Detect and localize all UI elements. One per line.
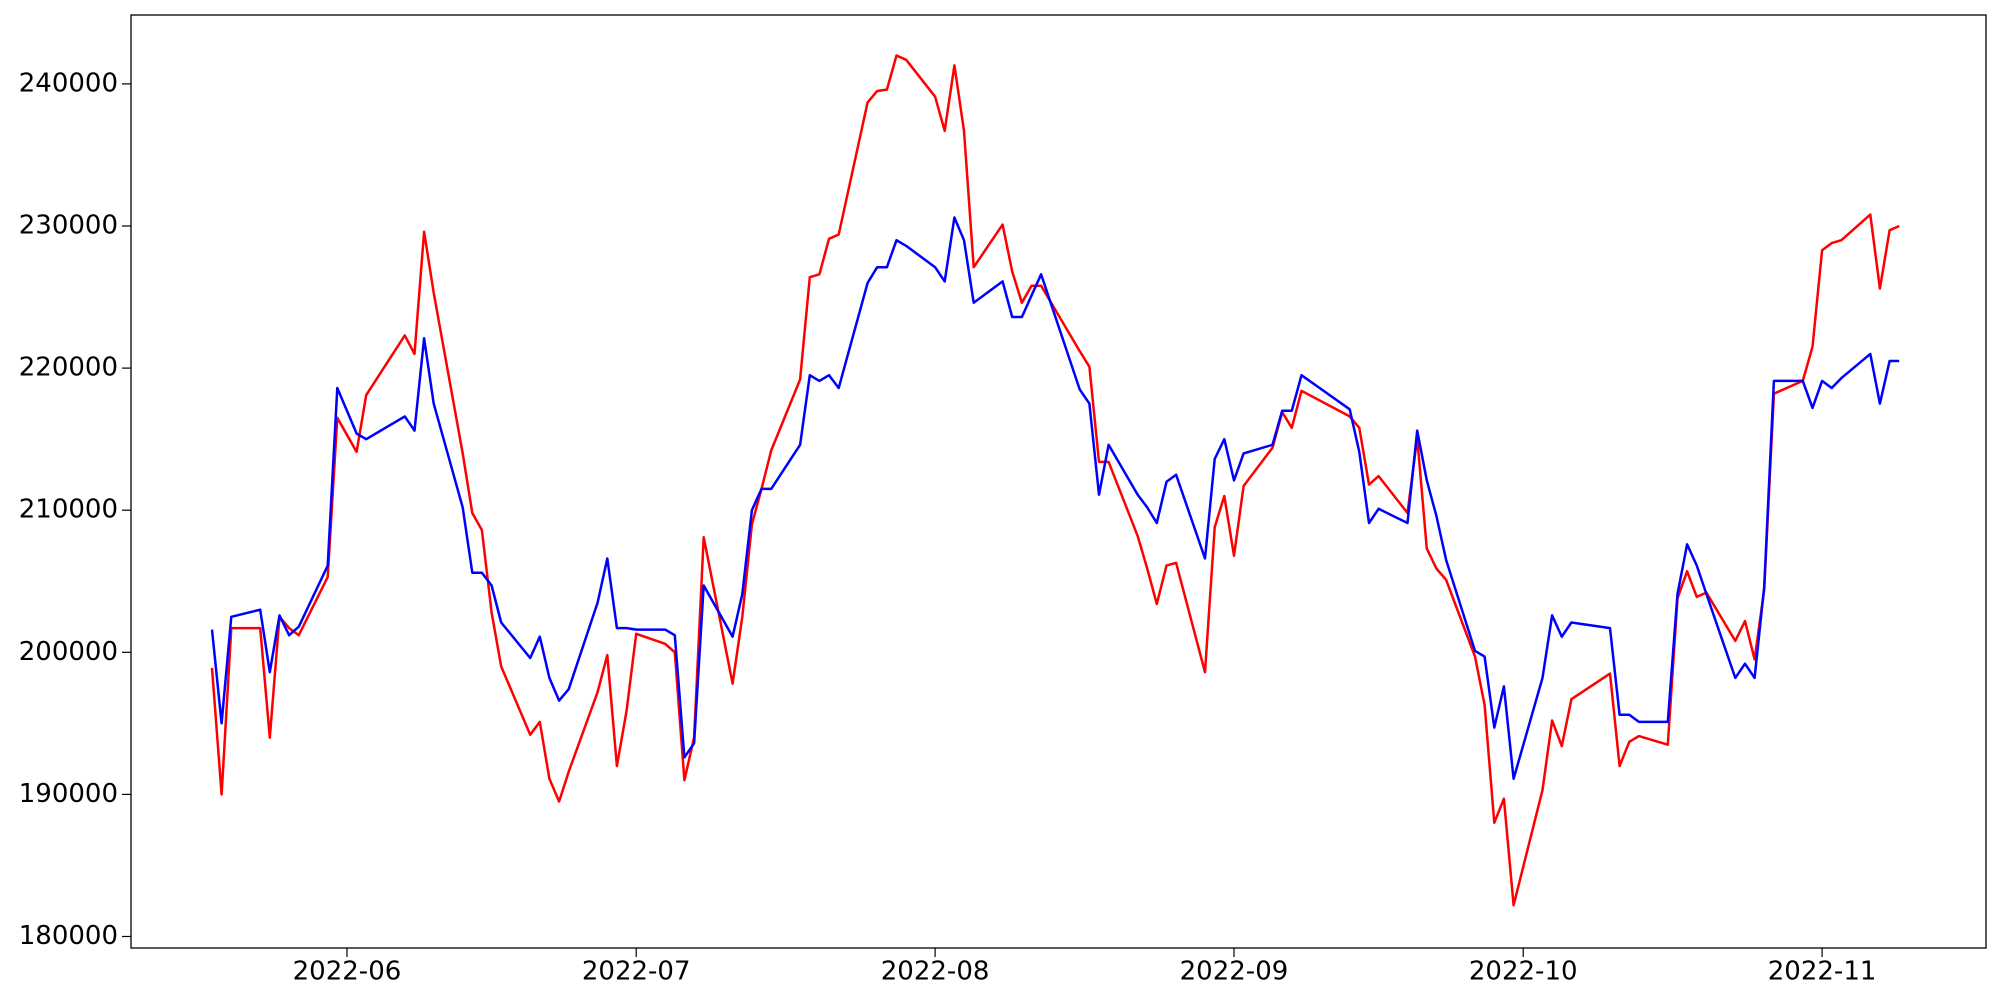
x-tick-label: 2022-09 (1180, 957, 1289, 987)
y-tick-label: 240000 (19, 68, 118, 98)
data-line (210, 216, 1900, 781)
plot-frame (130, 14, 1987, 949)
data-line (210, 54, 1900, 907)
x-tick-label: 2022-10 (1469, 957, 1578, 987)
x-tick-label: 2022-08 (881, 957, 990, 987)
y-tick-label: 220000 (19, 353, 118, 383)
y-tick-label: 200000 (19, 637, 118, 667)
x-tick-label: 2022-06 (293, 957, 402, 987)
x-tick-label: 2022-07 (582, 957, 691, 987)
y-tick-label: 230000 (19, 211, 118, 241)
y-tick-label: 210000 (19, 495, 118, 525)
y-tick-label: 190000 (19, 779, 118, 809)
y-tick-label: 180000 (19, 921, 118, 951)
x-tick-label: 2022-11 (1768, 957, 1877, 987)
